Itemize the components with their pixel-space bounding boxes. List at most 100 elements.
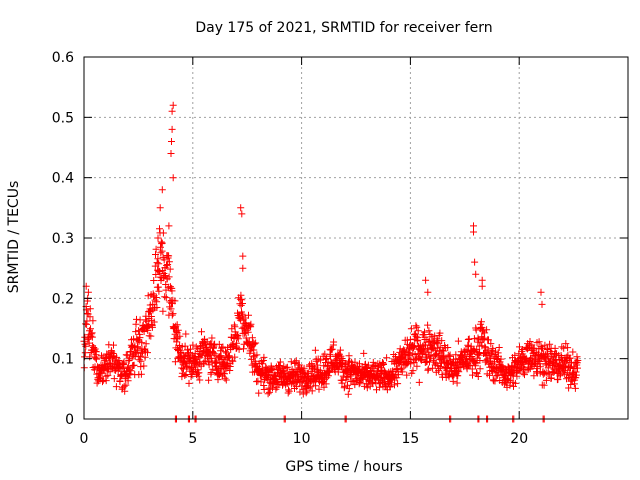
data-point bbox=[544, 364, 552, 372]
data-point bbox=[380, 361, 387, 368]
data-point bbox=[207, 369, 215, 376]
data-point bbox=[276, 358, 284, 366]
data-point bbox=[137, 357, 145, 365]
data-point bbox=[285, 387, 293, 395]
data-point bbox=[171, 358, 179, 366]
data-point bbox=[395, 359, 403, 367]
data-point bbox=[279, 368, 287, 376]
data-point bbox=[122, 381, 130, 389]
data-point bbox=[554, 375, 562, 383]
data-point bbox=[172, 322, 180, 330]
data-point bbox=[469, 347, 477, 355]
data-point bbox=[472, 359, 480, 367]
data-point bbox=[125, 366, 133, 374]
data-point bbox=[138, 339, 146, 347]
x-tick-label: 15 bbox=[401, 431, 419, 447]
data-point bbox=[530, 372, 538, 380]
y-tick-label: 0.3 bbox=[52, 231, 74, 247]
data-point bbox=[110, 375, 118, 383]
data-point bbox=[444, 344, 452, 351]
data-point bbox=[511, 379, 519, 387]
data-point bbox=[121, 387, 129, 395]
data-point bbox=[237, 204, 245, 212]
data-point bbox=[196, 376, 204, 384]
data-point bbox=[189, 341, 197, 349]
data-point bbox=[245, 311, 252, 319]
data-point bbox=[469, 371, 476, 379]
data-point bbox=[355, 380, 363, 388]
data-point bbox=[144, 322, 152, 330]
data-point bbox=[152, 251, 159, 258]
data-point bbox=[413, 362, 421, 370]
data-point bbox=[148, 323, 156, 331]
data-point bbox=[495, 344, 503, 351]
data-point bbox=[571, 384, 579, 392]
x-axis-label: GPS time / hours bbox=[285, 459, 402, 475]
data-point bbox=[160, 256, 168, 264]
data-point bbox=[265, 388, 273, 396]
data-point bbox=[412, 322, 420, 330]
data-point bbox=[332, 356, 340, 364]
data-point bbox=[438, 337, 446, 345]
data-point bbox=[182, 330, 190, 338]
data-point bbox=[108, 348, 116, 356]
data-point bbox=[351, 381, 359, 389]
data-point bbox=[436, 329, 444, 337]
y-tick-label: 0.6 bbox=[52, 50, 74, 66]
data-point bbox=[551, 344, 559, 352]
data-point bbox=[178, 364, 186, 372]
data-point bbox=[476, 357, 484, 364]
data-point bbox=[360, 349, 368, 357]
data-point bbox=[403, 371, 411, 379]
data-point bbox=[198, 328, 205, 336]
data-point bbox=[487, 340, 495, 348]
data-point bbox=[240, 345, 247, 353]
data-point bbox=[86, 313, 94, 321]
data-point bbox=[163, 261, 170, 269]
data-point bbox=[567, 364, 574, 372]
data-point bbox=[287, 358, 295, 366]
data-point bbox=[83, 317, 91, 325]
data-point bbox=[137, 349, 145, 357]
data-point bbox=[394, 380, 402, 388]
data-point bbox=[383, 354, 391, 362]
data-point bbox=[157, 249, 165, 257]
data-point bbox=[526, 338, 534, 345]
data-point bbox=[247, 320, 255, 328]
data-point bbox=[238, 210, 246, 218]
data-point bbox=[153, 304, 161, 311]
data-point bbox=[285, 386, 292, 394]
data-point bbox=[547, 374, 555, 382]
data-point bbox=[327, 346, 335, 354]
y-tick-label: 0.5 bbox=[52, 110, 74, 126]
data-point bbox=[147, 332, 155, 340]
data-point bbox=[574, 357, 582, 364]
data-point bbox=[566, 354, 574, 362]
ticks-layer: 0 0.1 0.2 0.3 0.4 0.5 0.6 0 5 10 15 20 bbox=[52, 50, 628, 447]
data-point bbox=[540, 381, 548, 389]
data-point bbox=[317, 356, 325, 364]
data-point bbox=[525, 365, 533, 373]
data-point bbox=[165, 252, 173, 260]
data-point bbox=[424, 365, 432, 373]
data-point bbox=[345, 352, 353, 360]
data-point bbox=[477, 318, 485, 326]
data-point bbox=[136, 334, 144, 342]
data-point bbox=[244, 328, 252, 336]
data-point bbox=[473, 370, 481, 378]
data-point bbox=[293, 383, 301, 391]
data-point bbox=[116, 378, 124, 385]
data-point bbox=[485, 351, 493, 359]
data-point bbox=[409, 367, 417, 375]
data-point bbox=[255, 389, 263, 397]
data-point bbox=[248, 334, 256, 342]
data-point bbox=[363, 384, 371, 392]
data-point bbox=[92, 348, 100, 356]
data-point bbox=[573, 353, 581, 361]
data-point bbox=[479, 327, 487, 335]
data-point bbox=[478, 342, 486, 350]
data-point bbox=[89, 317, 97, 325]
data-point bbox=[82, 342, 90, 350]
